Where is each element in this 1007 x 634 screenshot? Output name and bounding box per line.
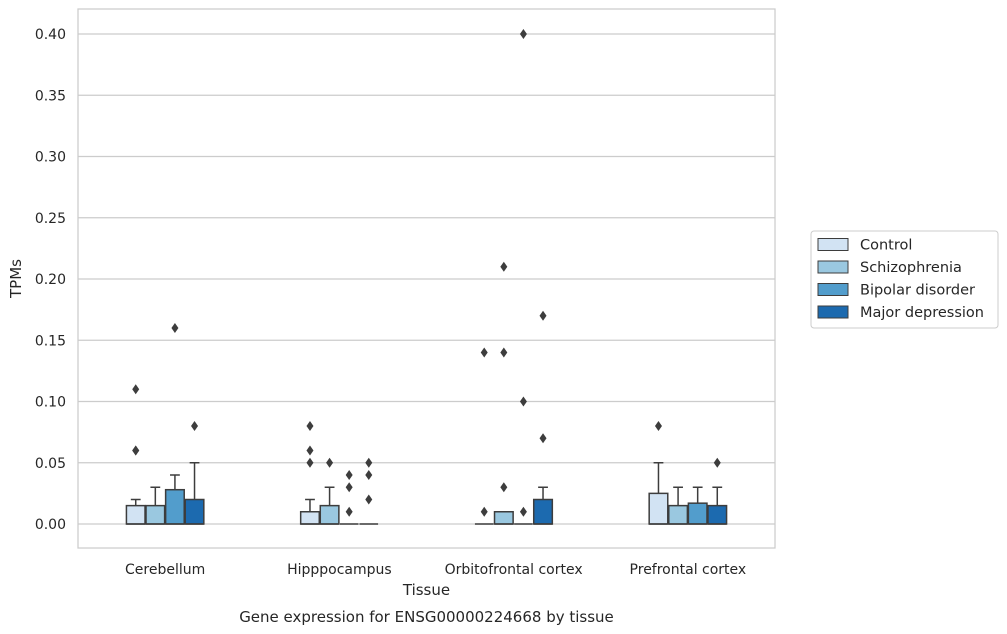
legend: Control Schizophrenia Bipolar disorder Majo… bbox=[810, 230, 999, 329]
outlier-point bbox=[345, 506, 353, 517]
outlier-point bbox=[306, 457, 314, 468]
legend-swatch bbox=[817, 238, 849, 251]
y-axis-ticks: 0.00 0.05 0.10 0.15 0.20 0.25 0.30 0.35 0.40 bbox=[35, 27, 66, 533]
outlier-point bbox=[345, 470, 353, 480]
legend-label: Major depression bbox=[860, 305, 984, 321]
legend-swatch bbox=[817, 260, 849, 274]
outlier-point bbox=[519, 396, 527, 407]
box bbox=[668, 486, 689, 525]
box-body bbox=[493, 511, 514, 525]
outlier-point bbox=[132, 384, 140, 395]
legend-item: Major depression bbox=[817, 305, 984, 321]
outlier-point bbox=[480, 347, 488, 358]
box-series bbox=[125, 462, 728, 525]
box-body bbox=[532, 498, 554, 525]
legend-label: Control bbox=[860, 238, 912, 254]
outlier-point bbox=[326, 457, 334, 468]
legend-swatch bbox=[817, 305, 849, 319]
y-tick-label: 0.10 bbox=[35, 395, 66, 411]
outlier-point bbox=[365, 494, 373, 505]
legend-label: Bipolar disorder bbox=[860, 283, 975, 299]
legend-item: Schizophrenia bbox=[817, 260, 962, 276]
x-axis-ticks: Cerebellum Hipppocampus Orbitofrontal cort… bbox=[125, 562, 746, 578]
x-tick-label: Orbitofrontal cortex bbox=[445, 562, 583, 578]
box-body bbox=[299, 511, 321, 525]
gridlines bbox=[78, 33, 775, 525]
y-tick-label: 0.15 bbox=[35, 333, 66, 349]
outlier-points bbox=[132, 29, 721, 517]
x-tick-label: Prefrontal cortex bbox=[630, 562, 747, 578]
y-tick-label: 0.40 bbox=[35, 27, 66, 43]
outlier-point bbox=[132, 445, 140, 456]
legend-swatch bbox=[817, 283, 849, 296]
box bbox=[299, 498, 321, 525]
y-tick-label: 0.35 bbox=[35, 88, 66, 104]
chart-title: Gene expression for ENSG00000224668 by t… bbox=[239, 608, 614, 626]
box-body bbox=[648, 492, 669, 525]
outlier-point bbox=[345, 482, 353, 493]
box-body bbox=[319, 504, 340, 525]
outlier-point bbox=[306, 421, 314, 431]
outlier-point bbox=[480, 506, 488, 517]
y-axis-label: TPMs bbox=[7, 259, 25, 299]
x-tick-label: Cerebellum bbox=[125, 562, 205, 578]
box bbox=[493, 511, 514, 525]
outlier-point bbox=[713, 457, 721, 468]
legend-item: Control bbox=[817, 238, 912, 254]
box bbox=[164, 474, 185, 525]
box-body bbox=[668, 504, 689, 525]
outlier-point bbox=[365, 470, 373, 480]
outlier-point bbox=[500, 347, 508, 358]
box-body bbox=[687, 502, 708, 525]
outlier-point bbox=[500, 261, 508, 272]
legend-item: Bipolar disorder bbox=[817, 283, 975, 299]
box bbox=[532, 486, 554, 525]
box-body bbox=[125, 504, 146, 525]
x-axis-label: Tissue bbox=[402, 581, 450, 599]
y-tick-label: 0.30 bbox=[35, 150, 66, 166]
outlier-point bbox=[539, 310, 547, 321]
box bbox=[648, 462, 669, 525]
box-body bbox=[184, 498, 205, 525]
y-tick-label: 0.05 bbox=[35, 456, 66, 472]
outlier-point bbox=[539, 433, 547, 444]
y-tick-label: 0.20 bbox=[35, 272, 66, 288]
box bbox=[319, 486, 340, 525]
outlier-point bbox=[654, 421, 662, 431]
box-body bbox=[145, 504, 166, 525]
y-tick-label: 0.25 bbox=[35, 211, 66, 227]
box bbox=[707, 486, 728, 525]
plot-area bbox=[77, 8, 776, 549]
x-tick-label: Hipppocampus bbox=[287, 562, 392, 578]
box bbox=[125, 498, 146, 525]
box-body bbox=[164, 488, 185, 525]
outlier-point bbox=[365, 457, 373, 468]
box bbox=[145, 486, 166, 525]
outlier-point bbox=[306, 445, 314, 456]
box bbox=[687, 486, 708, 525]
outlier-point bbox=[191, 421, 199, 431]
box bbox=[184, 462, 205, 525]
box-body bbox=[707, 504, 728, 525]
legend-frame bbox=[810, 230, 999, 329]
y-tick-label: 0.00 bbox=[35, 517, 66, 533]
outlier-point bbox=[519, 506, 527, 517]
outlier-point bbox=[171, 323, 179, 333]
outlier-point bbox=[519, 29, 527, 39]
outlier-point bbox=[500, 482, 508, 493]
legend-label: Schizophrenia bbox=[860, 260, 962, 276]
